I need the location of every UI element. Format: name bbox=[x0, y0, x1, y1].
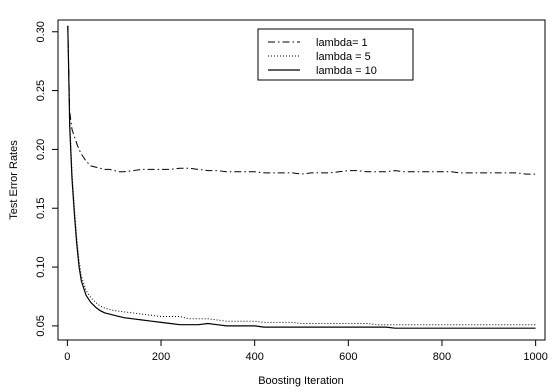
legend-label: lambda= 1 bbox=[316, 37, 368, 49]
y-tick-label: 0.30 bbox=[35, 21, 47, 42]
x-tick-label: 800 bbox=[433, 351, 451, 363]
series-line-3 bbox=[67, 25, 536, 329]
series-layer bbox=[67, 25, 536, 329]
y-tick-label: 0.20 bbox=[35, 139, 47, 160]
x-tick-label: 0 bbox=[64, 351, 70, 363]
plot-box bbox=[57, 19, 546, 341]
y-tick-label: 0.05 bbox=[35, 315, 47, 336]
y-tick-label: 0.15 bbox=[35, 198, 47, 219]
series-line-1 bbox=[67, 25, 536, 175]
legend-box bbox=[257, 28, 414, 81]
x-axis-title: Boosting Iteration bbox=[258, 375, 344, 387]
x-tick-label: 400 bbox=[245, 351, 263, 363]
y-tick-label: 0.25 bbox=[35, 80, 47, 101]
legend-label: lambda = 10 bbox=[316, 65, 377, 77]
x-axis: 0 200 400 600 800 1000 bbox=[64, 340, 548, 363]
legend-label: lambda = 5 bbox=[316, 51, 371, 63]
y-axis-title: Test Error Rates bbox=[8, 140, 20, 220]
x-tick-label: 1000 bbox=[523, 351, 547, 363]
y-tick-label: 0.10 bbox=[35, 256, 47, 277]
legend: lambda= 1 lambda = 5 lambda = 10 bbox=[257, 28, 414, 81]
x-tick-label: 600 bbox=[339, 351, 357, 363]
series-line-2 bbox=[67, 25, 536, 326]
x-tick-label: 200 bbox=[152, 351, 170, 363]
y-axis: 0.05 0.10 0.15 0.20 0.25 0.30 bbox=[35, 21, 58, 337]
